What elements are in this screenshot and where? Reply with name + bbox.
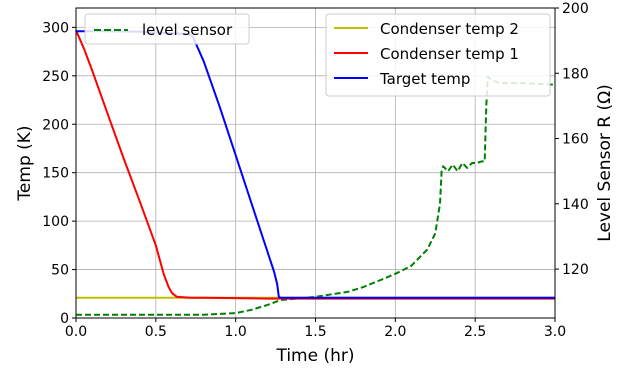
x-tick-label: 2.5 xyxy=(464,324,486,340)
series-line-level-sensor xyxy=(76,75,556,316)
legend-label-target-temp: Target temp xyxy=(379,70,470,88)
plot-frame xyxy=(75,7,556,319)
legend-right-box xyxy=(325,13,551,97)
x-tick-label: 2.0 xyxy=(384,324,406,340)
y-tick-label-right: 140 xyxy=(562,197,589,213)
legend-left-box xyxy=(84,13,250,45)
y-tick-label-right: 120 xyxy=(562,262,589,278)
y-tick-label-left: 200 xyxy=(42,117,69,133)
x-tick-label: 1.0 xyxy=(225,324,247,340)
ticks: 0.0 0.5 1.0 1.5 2.0 2.5 3.0 0 50 100 150 200 250 300 1… xyxy=(42,1,588,340)
legend-label-condenser-temp-2: Condenser temp 2 xyxy=(380,20,519,38)
y-axis-label-right: Level Sensor R (Ω) xyxy=(595,84,615,241)
x-tick-label: 3.0 xyxy=(544,324,566,340)
y-tick-label-left: 100 xyxy=(42,214,69,230)
x-axis-label: Time (hr) xyxy=(275,346,354,366)
y-tick-label-left: 50 xyxy=(51,263,69,279)
x-tick-label: 0.5 xyxy=(145,324,167,340)
y-tick-label-left: 300 xyxy=(42,20,69,36)
y-axis-label-left: Temp (K) xyxy=(15,125,35,201)
y-tick-label-left: 250 xyxy=(42,69,69,85)
x-tick-label: 0.0 xyxy=(65,324,87,340)
y-tick-label-left: 0 xyxy=(60,311,69,327)
y-tick-label-right: 180 xyxy=(562,66,589,82)
legend-level-sensor: level sensor xyxy=(84,13,250,45)
y-tick-label-left: 150 xyxy=(42,166,69,182)
legend-label-level-sensor: level sensor xyxy=(142,21,233,39)
legend-temperatures: Condenser temp 2 Condenser temp 1 Target… xyxy=(325,13,551,97)
y-tick-label-right: 160 xyxy=(562,132,589,148)
legend-label-condenser-temp-1: Condenser temp 1 xyxy=(380,45,519,63)
y-tick-label-right: 200 xyxy=(562,1,589,17)
x-tick-label: 1.5 xyxy=(304,324,326,340)
